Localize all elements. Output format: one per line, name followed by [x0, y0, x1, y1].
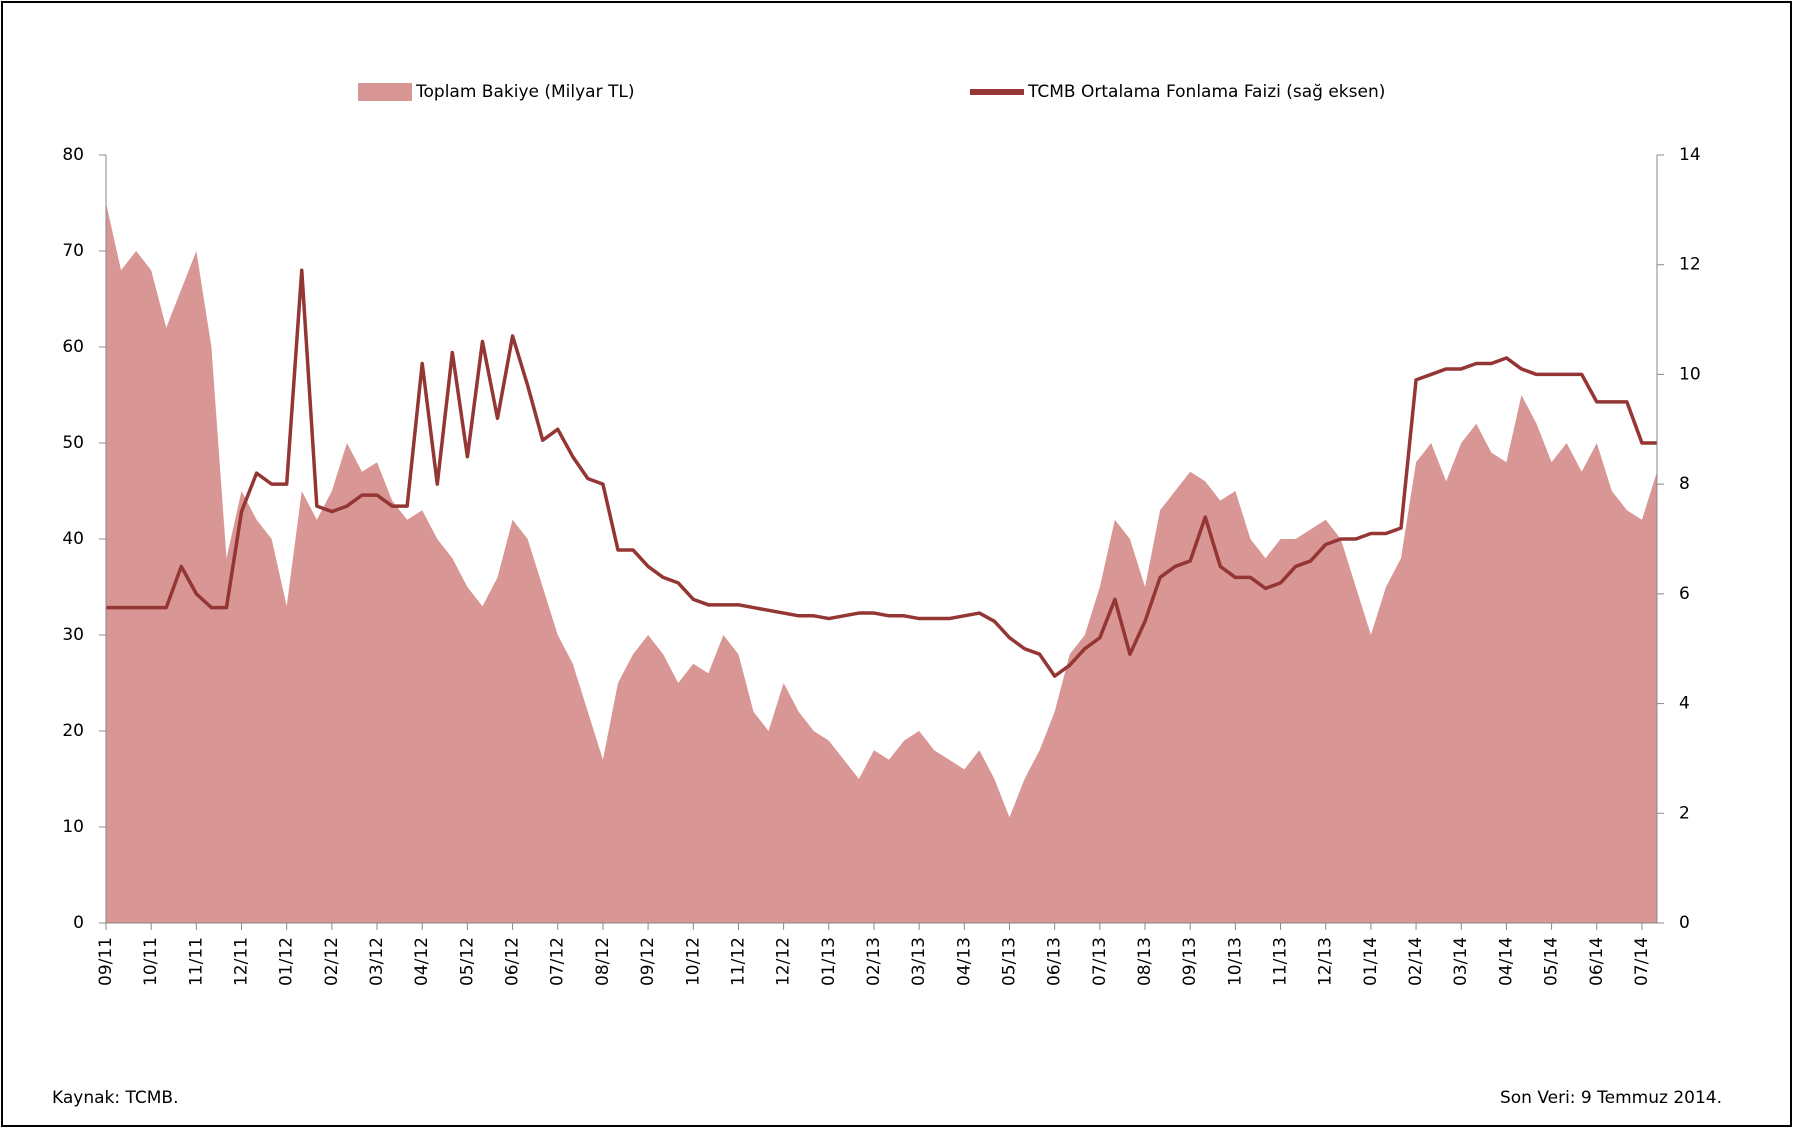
x-tick-label: 10/13	[1225, 937, 1245, 986]
x-tick-label: 05/14	[1542, 937, 1562, 986]
legend-label: TCMB Ortalama Fonlama Faizi (sağ eksen)	[1027, 82, 1385, 102]
y2-tick-label: 8	[1679, 474, 1690, 494]
y-tick-label: 0	[73, 913, 84, 933]
source: Kaynak: TCMB.	[52, 1088, 179, 1108]
y-tick-label: 10	[62, 817, 84, 837]
y-tick-label: 70	[62, 241, 84, 261]
x-tick-label: 09/11	[96, 937, 116, 986]
area	[106, 203, 1657, 923]
y-tick-label: 80	[62, 145, 84, 165]
y-tick-label: 50	[62, 433, 84, 453]
y-tick-label: 60	[62, 337, 84, 357]
x-tick-label: 12/11	[232, 937, 252, 986]
x-tick-label: 04/12	[412, 937, 432, 986]
x-tick-label: 05/13	[999, 937, 1019, 986]
x-tick-label: 05/12	[457, 937, 477, 986]
y-tick-label: 20	[62, 721, 84, 741]
x-tick-label: 10/11	[141, 937, 161, 986]
y2-tick-label: 12	[1679, 255, 1701, 275]
x-tick-label: 07/14	[1632, 937, 1652, 986]
x-tick-label: 11/13	[1271, 937, 1291, 986]
x-tick-label: 09/12	[638, 937, 658, 986]
y2-tick-label: 14	[1679, 145, 1701, 165]
x-tick-label: 12/12	[774, 937, 794, 986]
x-tick-label: 06/14	[1587, 937, 1607, 986]
x-tick-label: 07/12	[548, 937, 568, 986]
x-tick-label: 06/12	[503, 937, 523, 986]
y2-tick-label: 2	[1679, 803, 1690, 823]
x-tick-label: 02/14	[1406, 937, 1426, 986]
legend-label: Toplam Bakiye (Milyar TL)	[415, 82, 634, 102]
y-tick-label: 40	[62, 529, 84, 549]
y2-tick-label: 6	[1679, 584, 1690, 604]
y2-tick-label: 4	[1679, 694, 1690, 714]
x-tick-label: 03/13	[909, 937, 929, 986]
y2-tick-label: 0	[1679, 913, 1690, 933]
x-tick-label: 01/12	[277, 937, 297, 986]
x-tick-label: 07/13	[1090, 937, 1110, 986]
x-tick-label: 01/14	[1361, 937, 1381, 986]
x-tick-label: 12/13	[1316, 937, 1336, 986]
x-tick-label: 10/12	[683, 937, 703, 986]
x-tick-label: 02/13	[864, 937, 884, 986]
line	[106, 268, 1657, 678]
y2-tick-label: 10	[1679, 364, 1701, 384]
note: Son Veri: 9 Temmuz 2014.	[1500, 1088, 1722, 1108]
legend-swatch	[358, 83, 412, 101]
x-tick-label: 06/13	[1045, 937, 1065, 986]
x-tick-label: 11/11	[186, 937, 206, 986]
x-tick-label: 03/12	[367, 937, 387, 986]
x-tick-label: 08/12	[593, 937, 613, 986]
y-tick-label: 30	[62, 625, 84, 645]
x-tick-label: 02/12	[322, 937, 342, 986]
x-tick-label: 04/14	[1496, 937, 1516, 986]
x-tick-label: 01/13	[819, 937, 839, 986]
x-tick-label: 08/13	[1135, 937, 1155, 986]
x-tick-label: 03/14	[1451, 937, 1471, 986]
x-tick-label: 09/13	[1180, 937, 1200, 986]
x-tick-label: 04/13	[954, 937, 974, 986]
x-tick-label: 11/12	[728, 937, 748, 986]
